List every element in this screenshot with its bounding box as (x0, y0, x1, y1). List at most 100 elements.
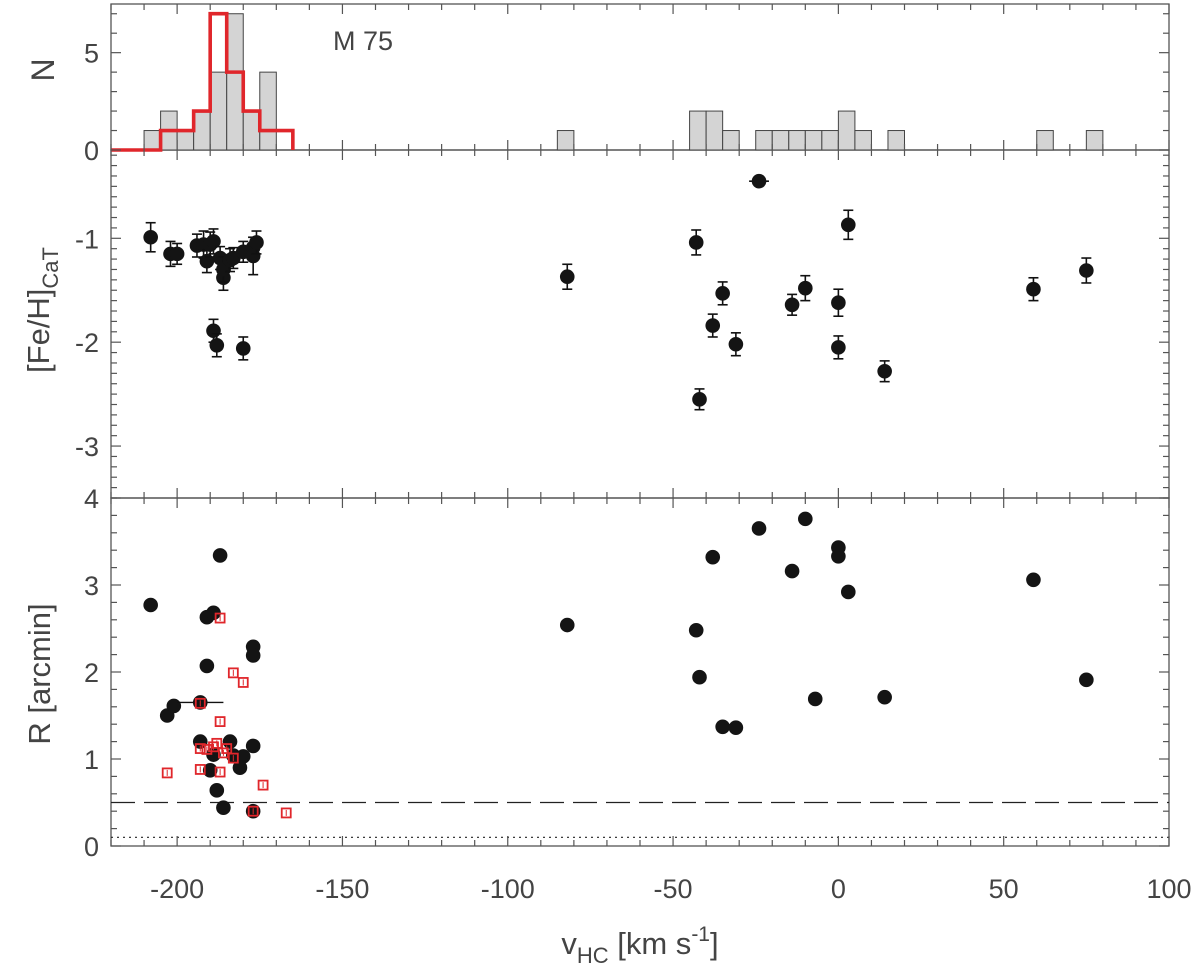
data-marker (840, 217, 856, 233)
member-marker (559, 617, 575, 633)
histogram-bar (788, 130, 806, 151)
member-marker (1079, 672, 1094, 688)
histogram-bar (887, 130, 905, 151)
x-tick-label: 100 (1146, 874, 1191, 904)
feh-point (688, 229, 704, 256)
member-marker (232, 760, 248, 775)
histogram-bar (821, 130, 839, 151)
comparison-marker (221, 743, 233, 754)
member-marker (209, 783, 225, 798)
top-y-axis-label: N (25, 58, 61, 81)
member-marker (715, 719, 730, 735)
feh-point (249, 230, 264, 255)
middle-y-axis-label: [Fe/H]CaT (21, 247, 63, 373)
red-histogram-line (111, 11, 295, 152)
histogram-bar (755, 130, 773, 151)
histogram-bar (854, 130, 872, 151)
histogram-bar (771, 130, 790, 151)
feh-point (169, 242, 185, 266)
histogram-bar (193, 110, 211, 151)
member-marker (840, 584, 856, 600)
x-axis-label-close: ] (710, 926, 719, 961)
x-axis-label: vHC [km s-1] (561, 923, 718, 968)
feh-point (877, 360, 892, 383)
histogram-bar (1085, 130, 1104, 151)
data-marker (206, 234, 221, 249)
histogram-bar (1036, 130, 1054, 151)
member-marker (245, 738, 261, 754)
member-marker (692, 669, 707, 685)
y-tick-label: 4 (84, 484, 99, 514)
histogram-bar (804, 130, 823, 151)
comparison-marker (161, 767, 173, 779)
y-tick-label: 5 (84, 39, 99, 69)
middle-panel-frame (110, 149, 1170, 499)
data-marker (877, 363, 892, 379)
red-histogram (111, 11, 295, 152)
histogram-bar (176, 130, 195, 151)
comparison-marker (201, 744, 213, 755)
feh-point (692, 388, 707, 411)
axis-ticks (110, 4, 1170, 847)
data-marker (143, 229, 158, 245)
member-marker (751, 521, 767, 536)
data-marker (209, 337, 225, 353)
data-marker (559, 269, 575, 285)
x-tick-label: -150 (315, 874, 369, 904)
feh-point (831, 288, 846, 318)
feh-point (749, 173, 769, 189)
comparison-marker (211, 737, 223, 749)
comparison-marker (257, 779, 269, 791)
comparison-marker (194, 697, 206, 709)
y-tick-label: 2 (84, 658, 99, 688)
feh-point (1026, 276, 1041, 302)
x-axis-label-sub: HC (577, 943, 609, 968)
y-tick-label: 0 (84, 832, 99, 862)
data-marker (751, 173, 767, 189)
data-marker (831, 340, 846, 355)
radius-points (143, 511, 1094, 819)
feh-point (840, 209, 856, 241)
data-marker (235, 341, 251, 356)
y-tick-labels: 0 5 -1 -2 -3 0 1 2 3 4 (75, 39, 99, 862)
histogram-bar (689, 110, 707, 151)
member-marker (216, 800, 231, 816)
member-marker (143, 597, 158, 613)
y-tick-label: -2 (75, 328, 99, 358)
comparison-marker (214, 766, 226, 778)
middle-y-axis-label-main: [Fe/H] (21, 289, 56, 373)
comparison-marker (194, 743, 206, 754)
data-marker (1026, 281, 1041, 297)
comparison-marker (247, 805, 259, 817)
member-marker (1026, 572, 1041, 588)
member-marker (705, 549, 721, 565)
member-marker (784, 563, 800, 579)
comparison-marker (214, 716, 226, 727)
histogram-bar (837, 110, 856, 151)
radius-reference-lines (111, 801, 1169, 838)
x-tick-label: -100 (481, 874, 535, 904)
y-tick-label: 1 (84, 745, 99, 775)
feh-point (143, 221, 158, 253)
data-marker (692, 392, 707, 407)
x-tick-labels: -200 -150 -100 -50 0 50 100 (150, 874, 1191, 904)
data-marker (715, 286, 730, 301)
x-axis-label-main: v (561, 926, 577, 961)
y-tick-label: 3 (84, 571, 99, 601)
comparison-marker (214, 612, 226, 624)
middle-y-axis-label-sub: CaT (38, 247, 63, 289)
data-marker (784, 297, 800, 313)
histogram-bar (556, 130, 575, 151)
histogram-bar (705, 110, 724, 151)
y-tick-label: -1 (75, 224, 99, 254)
member-marker (212, 548, 228, 563)
member-marker (877, 689, 892, 705)
data-marker (245, 248, 261, 264)
feh-points (143, 173, 1094, 411)
x-tick-label: -50 (654, 874, 693, 904)
member-marker (166, 698, 182, 714)
feh-point (728, 332, 744, 357)
member-marker (831, 548, 846, 564)
y-tick-label: 0 (84, 136, 99, 166)
